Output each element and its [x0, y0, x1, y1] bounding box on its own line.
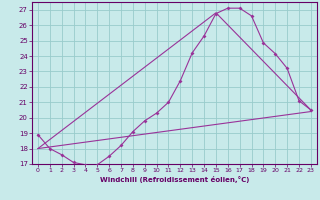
X-axis label: Windchill (Refroidissement éolien,°C): Windchill (Refroidissement éolien,°C): [100, 176, 249, 183]
